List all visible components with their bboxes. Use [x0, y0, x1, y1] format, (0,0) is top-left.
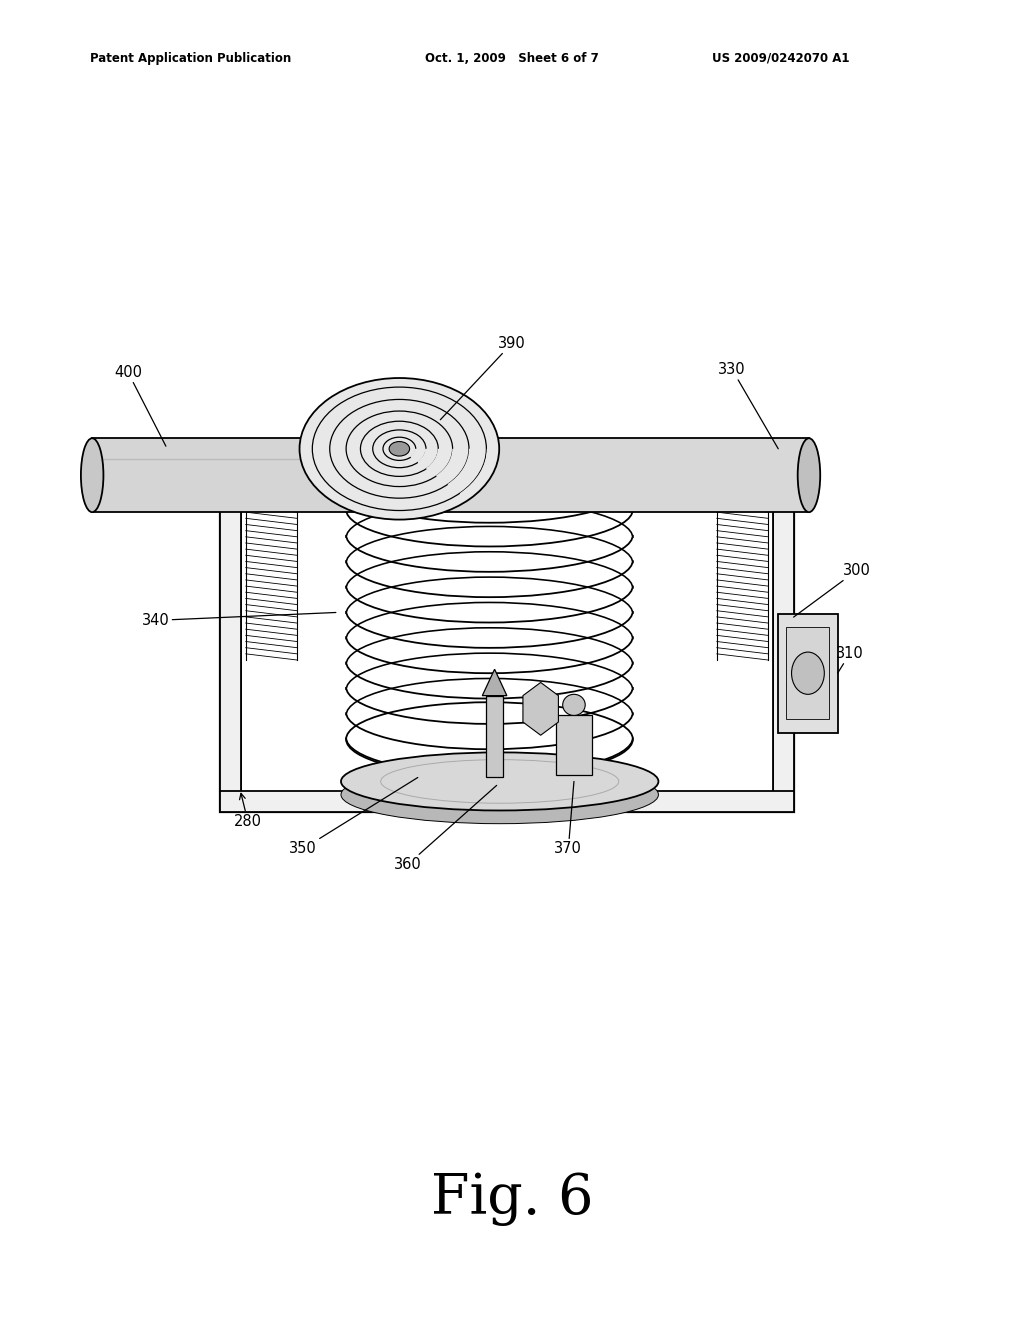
Text: Oct. 1, 2009   Sheet 6 of 7: Oct. 1, 2009 Sheet 6 of 7 [425, 51, 599, 65]
Text: 360: 360 [393, 785, 497, 873]
Bar [440, 438, 809, 512]
Text: 280: 280 [233, 793, 262, 829]
Bar [92, 438, 369, 512]
Bar [486, 696, 503, 777]
Text: 310: 310 [836, 645, 864, 673]
Text: 350: 350 [289, 777, 418, 857]
Ellipse shape [563, 694, 586, 715]
Ellipse shape [341, 752, 658, 810]
Text: Fig. 6: Fig. 6 [431, 1171, 593, 1226]
Bar [220, 475, 241, 812]
Bar [220, 791, 794, 812]
Text: 390: 390 [440, 335, 526, 420]
Circle shape [792, 652, 824, 694]
Text: 400: 400 [114, 364, 166, 446]
Text: Patent Application Publication: Patent Application Publication [90, 51, 292, 65]
Text: 300: 300 [794, 562, 871, 618]
Text: 340: 340 [141, 612, 336, 628]
Polygon shape [523, 682, 558, 735]
Ellipse shape [341, 766, 658, 824]
Bar [773, 475, 794, 812]
Ellipse shape [81, 438, 103, 512]
Bar [778, 614, 838, 733]
Ellipse shape [299, 378, 500, 520]
Text: 330: 330 [719, 362, 778, 449]
Bar [786, 627, 829, 719]
Text: US 2009/0242070 A1: US 2009/0242070 A1 [712, 51, 849, 65]
Polygon shape [482, 669, 507, 696]
Ellipse shape [798, 438, 820, 512]
Bar [556, 715, 592, 775]
Bar [220, 475, 794, 812]
Ellipse shape [389, 441, 410, 455]
Text: 370: 370 [554, 781, 583, 857]
